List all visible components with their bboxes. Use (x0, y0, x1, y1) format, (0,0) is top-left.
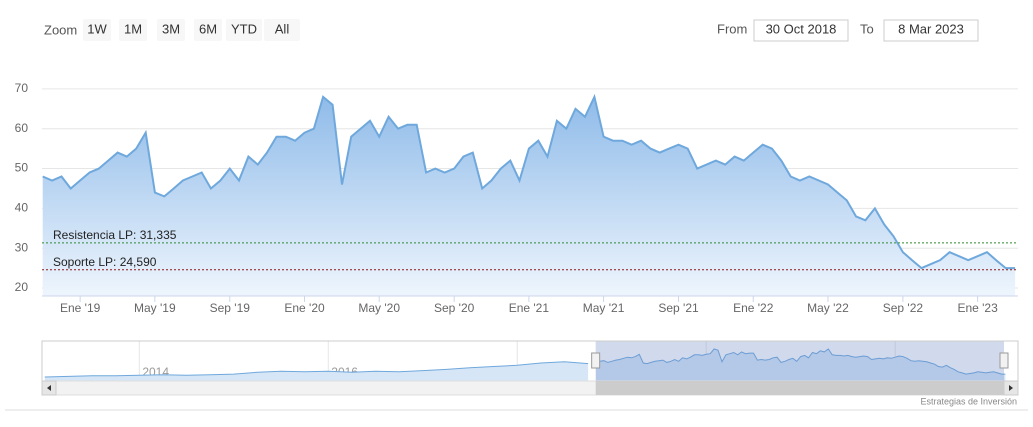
line (42, 93, 1016, 270)
arrow-right (1009, 385, 1013, 391)
credit: Estrategias de Inversión (920, 396, 1017, 406)
from-value: 30 Oct 2018 (766, 21, 837, 36)
y-tick-label: 40 (15, 201, 29, 215)
zoom-button-label: All (275, 21, 290, 36)
navigator-handle[interactable] (999, 352, 1009, 369)
zoom-button[interactable] (119, 19, 147, 41)
from-input[interactable] (753, 19, 849, 42)
navigator-selection[interactable] (595, 341, 1004, 381)
x-tick-label: Ene '23 (957, 301, 998, 315)
x-tick-label: May '22 (807, 301, 849, 315)
arrow-left (47, 385, 51, 391)
zoom-label: Zoom (44, 22, 77, 37)
zoom-button-label: 1M (124, 21, 142, 36)
x-tick-label: May '21 (583, 301, 625, 315)
from-label: From (717, 21, 747, 36)
x-tick-label: May '19 (134, 301, 176, 315)
zoom-button-label: 3M (162, 21, 180, 36)
zoom-button[interactable] (83, 19, 111, 41)
to-value: 8 Mar 2023 (898, 21, 964, 36)
x-tick-label: Sep '19 (210, 301, 251, 315)
y-tick-label: 20 (15, 280, 29, 294)
x-tick-label: Ene '19 (60, 301, 101, 315)
to-input[interactable] (883, 19, 979, 42)
x-tick-label: Ene '21 (509, 301, 550, 315)
zoom-button-label: 1W (87, 21, 107, 36)
navigator-line (595, 348, 1006, 375)
x-tick-label: Sep '22 (883, 301, 924, 315)
zoom-button-label: YTD (231, 21, 257, 36)
zoom-button[interactable] (226, 19, 262, 41)
zoom-button[interactable] (264, 19, 300, 41)
x-tick-label: Sep '21 (658, 301, 699, 315)
y-tick-label: 60 (15, 121, 29, 135)
scrollbar-thumb[interactable] (595, 381, 1004, 395)
plot-line-label: Resistencia LP: 31,335 (53, 228, 177, 242)
x-tick-label: Sep '20 (434, 301, 475, 315)
plot-line-label: Soporte LP: 24,590 (53, 255, 157, 269)
y-tick-label: 30 (15, 240, 29, 254)
y-tick-label: 70 (15, 81, 29, 95)
y-tick-label: 50 (15, 161, 29, 175)
zoom-button[interactable] (157, 19, 185, 41)
zoom-button-label: 6M (199, 21, 217, 36)
x-tick-label: Ene '22 (733, 301, 774, 315)
x-tick-label: May '20 (358, 301, 400, 315)
x-tick-label: Ene '20 (284, 301, 325, 315)
navigator-area (44, 361, 589, 381)
to-label: To (860, 21, 874, 36)
zoom-button[interactable] (194, 19, 222, 41)
navigator-line (44, 361, 589, 378)
area (42, 96, 1016, 297)
navigator-handle[interactable] (591, 352, 601, 369)
